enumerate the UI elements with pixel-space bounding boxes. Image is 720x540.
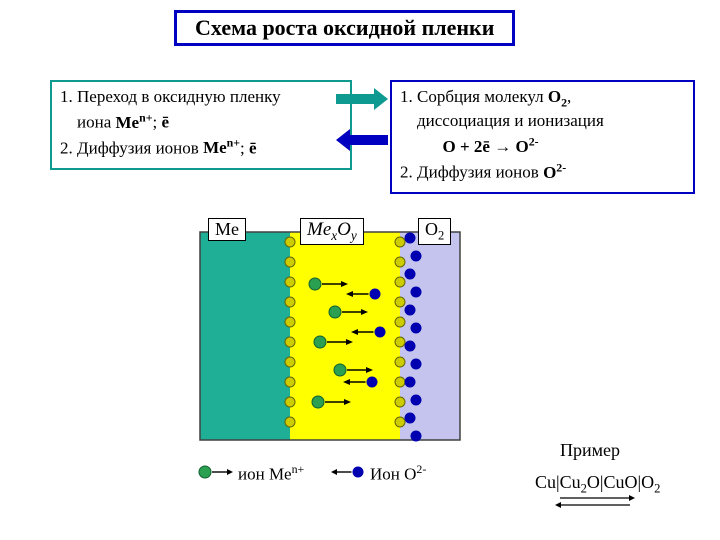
legend-me-ion: ион Men+	[238, 462, 304, 485]
example-sequence: Cu|Cu2O|CuO|O2	[535, 472, 660, 497]
label-me: Me	[208, 218, 246, 241]
example-title: Пример	[560, 440, 620, 461]
label-o2: O2	[418, 218, 451, 245]
legend-o-ion: Ион О2-	[370, 462, 426, 485]
label-oxide: MexOy	[300, 218, 364, 245]
